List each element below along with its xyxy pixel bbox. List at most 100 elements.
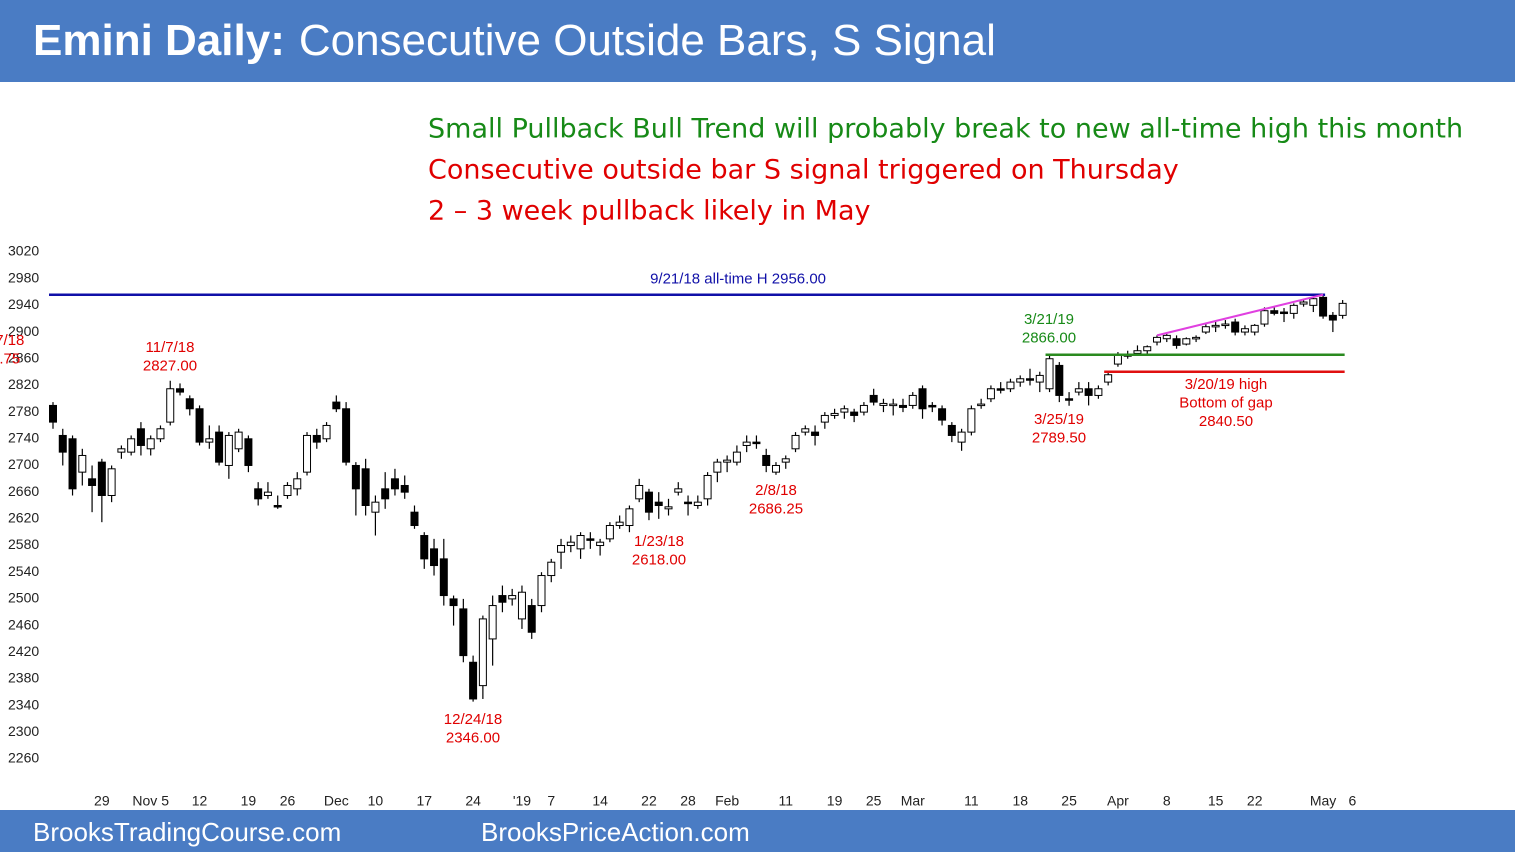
y-tick-label: 2340 — [8, 696, 39, 712]
annotation: Bottom of gap — [1179, 394, 1272, 411]
candle-body — [820, 414, 829, 423]
candle-body — [127, 438, 136, 453]
candle-body — [557, 545, 566, 553]
candle-body — [1221, 323, 1230, 327]
candle-body — [273, 505, 282, 508]
annotation: 2/8/18 — [755, 482, 797, 499]
candle-body — [1162, 334, 1171, 340]
y-tick-label: 2700 — [8, 456, 39, 472]
trend-line — [1156, 293, 1324, 337]
x-tick-label: 28 — [680, 793, 696, 809]
candle-body — [1201, 326, 1210, 333]
title: Consecutive Outside Bars, S Signal — [299, 16, 996, 65]
y-tick-label: 2580 — [8, 536, 39, 552]
candle-body — [615, 521, 624, 527]
candle-body — [1182, 338, 1191, 345]
candle-body — [938, 408, 947, 421]
candle-body — [1328, 314, 1337, 321]
y-tick-label: 2540 — [8, 563, 39, 579]
x-tick-label: 10 — [368, 793, 384, 809]
x-tick-label: Feb — [715, 793, 739, 809]
annotation: 2686.25 — [749, 500, 803, 517]
annotation: 2618.00 — [632, 551, 686, 568]
candle-body — [420, 535, 429, 560]
x-tick-label: 11 — [964, 793, 979, 809]
y-tick-label: 2380 — [8, 670, 39, 686]
x-tick-label: 19 — [827, 793, 843, 809]
candle-body — [1260, 310, 1269, 325]
candle-body — [185, 398, 194, 410]
candle-body — [1250, 324, 1259, 333]
candle-body — [146, 438, 155, 450]
candle-body — [312, 434, 321, 443]
candle-body — [1172, 338, 1181, 346]
candle-body — [176, 388, 185, 393]
candle-body — [1133, 350, 1142, 354]
x-tick-label: Dec — [324, 793, 349, 809]
candle-body — [1231, 321, 1240, 333]
candle-body — [1026, 378, 1034, 381]
candle-body — [791, 434, 800, 450]
y-tick-label: 2780 — [8, 403, 39, 419]
y-tick-label: 2860 — [8, 349, 39, 365]
candle-body — [625, 508, 634, 527]
annotation: 2866.00 — [1022, 329, 1076, 346]
candle-body — [1192, 336, 1201, 340]
candle-body — [498, 595, 507, 603]
candle-body — [215, 431, 224, 463]
candle-body — [635, 484, 644, 500]
candle-body — [713, 461, 722, 473]
candle-body — [117, 448, 126, 453]
annotation: 2789.50 — [1032, 429, 1086, 446]
x-tick-label: 29 — [94, 793, 110, 809]
candle-body — [1270, 310, 1279, 314]
candle-body — [723, 459, 732, 463]
candle-body — [508, 595, 517, 600]
x-tick-label: 15 — [1208, 793, 1224, 809]
candle-body — [586, 538, 595, 541]
candle-body — [850, 411, 859, 416]
headline: 2 – 3 week pullback likely in May — [428, 196, 871, 227]
footer-bar — [0, 810, 1515, 852]
candle-body — [88, 478, 97, 486]
candle-body — [410, 511, 419, 527]
candle-body — [527, 605, 536, 633]
candle-body — [986, 388, 995, 400]
candle-body — [390, 478, 399, 490]
candle-body — [869, 394, 878, 403]
candle-body — [224, 434, 233, 466]
annotation: 11/7/18 — [146, 339, 195, 356]
x-tick-label: Nov 5 — [132, 793, 169, 809]
candle-body — [381, 488, 390, 500]
headline: Consecutive outside bar S signal trigger… — [428, 155, 1179, 186]
candle-body — [879, 402, 888, 406]
candle-body — [840, 408, 849, 413]
x-tick-label: May — [1310, 793, 1336, 809]
candle-body — [1104, 374, 1113, 383]
candle-body — [1065, 398, 1074, 401]
candle-body — [547, 561, 556, 577]
x-tick-label: '19 — [513, 793, 531, 809]
candle-body — [1143, 346, 1152, 352]
candle-body — [234, 431, 243, 450]
annotation: 10/17/18 — [0, 332, 24, 349]
candle-body — [332, 401, 341, 410]
annotation: 12/24/18 — [444, 711, 502, 728]
candle-body — [762, 454, 771, 466]
candle-body — [1055, 364, 1064, 396]
annotation: 2346.00 — [446, 729, 500, 746]
candle-body — [293, 478, 302, 490]
candle-body — [889, 403, 898, 407]
candle-body — [361, 468, 370, 507]
candle-body — [1299, 301, 1308, 305]
candle-body — [1309, 298, 1318, 306]
x-tick-label: 24 — [465, 793, 481, 809]
candle-body — [781, 458, 790, 463]
candle-body — [830, 412, 839, 416]
candle-body — [244, 438, 253, 466]
candle-body — [908, 394, 917, 406]
y-tick-label: 2820 — [8, 376, 39, 392]
x-tick-label: 12 — [192, 793, 208, 809]
candle-body — [205, 438, 214, 443]
